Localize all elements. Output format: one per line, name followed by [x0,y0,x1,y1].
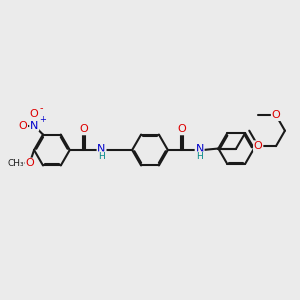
Text: O: O [19,121,27,131]
Text: O: O [254,141,262,151]
Text: CH₃: CH₃ [7,159,24,168]
Text: N: N [195,144,204,154]
Text: O: O [30,110,38,119]
Text: -: - [39,103,43,113]
Text: O: O [80,124,88,134]
Text: H: H [196,152,203,161]
Text: O: O [25,158,34,168]
Text: O: O [178,124,187,134]
Text: O: O [272,110,280,120]
Text: N: N [98,144,106,154]
Text: +: + [40,115,46,124]
Text: H: H [98,152,105,161]
Text: N: N [30,121,38,131]
